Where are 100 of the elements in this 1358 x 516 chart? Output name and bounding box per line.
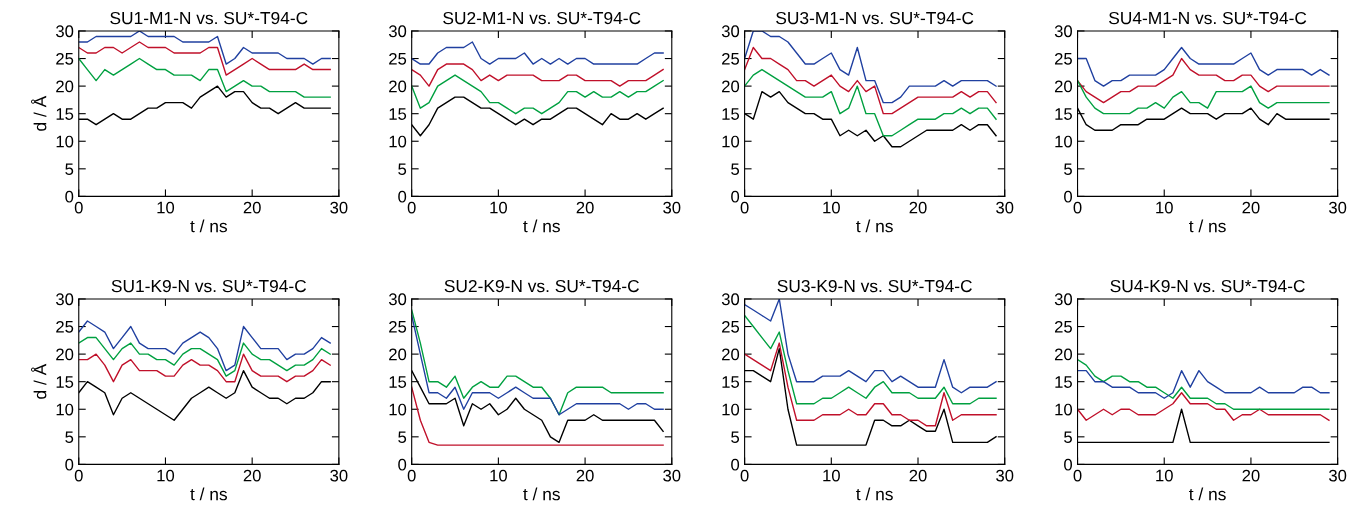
y-tick-label: 15	[56, 108, 74, 120]
x-axis-title: t / ns	[1189, 219, 1226, 233]
x-tick-label: 10	[1156, 469, 1173, 482]
x-axis-title: t / ns	[523, 487, 560, 501]
y-tick-label: 15	[1055, 108, 1072, 120]
x-tick-label: 20	[243, 201, 261, 214]
x-tick-label: 30	[330, 469, 348, 482]
x-tick-label: 0	[1073, 201, 1082, 214]
y-tick-label: 25	[56, 52, 74, 65]
line-series	[744, 314, 997, 405]
x-tick-label: 20	[576, 201, 594, 214]
y-tick-label: 5	[65, 431, 74, 444]
x-tick-label: 0	[74, 201, 83, 214]
line-series	[78, 30, 331, 65]
x-axis-title: t / ns	[1189, 487, 1226, 501]
x-tick-label: 30	[330, 201, 348, 214]
line-series	[1077, 392, 1330, 421]
y-tick-label: 30	[56, 293, 74, 306]
y-tick-label: 25	[722, 52, 740, 65]
x-tick-label: 20	[1242, 201, 1260, 214]
chart-title: SU3-M1-N vs. SU*-T94-C	[776, 11, 974, 25]
chart-title: SU4-M1-N vs. SU*-T94-C	[1109, 11, 1307, 25]
x-tick-label: 10	[823, 201, 840, 214]
y-tick-label: 5	[1064, 163, 1072, 176]
y-tick-label: 0	[1064, 458, 1073, 471]
y-tick-label: 10	[1055, 135, 1073, 148]
y-tick-label: 15	[1055, 376, 1072, 388]
y-tick-label: 10	[389, 135, 407, 148]
y-tick-label: 20	[389, 80, 407, 93]
y-tick-label: 20	[389, 348, 407, 361]
chart-title: SU3-K9-N vs. SU*-T94-C	[777, 279, 972, 293]
y-tick-label: 5	[65, 163, 74, 176]
x-tick-label: 0	[1073, 469, 1082, 482]
y-tick-label: 15	[389, 108, 407, 120]
y-tick-label: 0	[1064, 190, 1073, 203]
line-series	[78, 41, 331, 76]
y-tick-label: 20	[722, 80, 740, 93]
line-series	[744, 30, 997, 104]
x-tick-label: 10	[157, 201, 175, 214]
line-series	[744, 46, 997, 115]
x-tick-label: 20	[243, 469, 261, 482]
x-tick-label: 10	[490, 201, 507, 214]
x-tick-label: 20	[576, 469, 594, 482]
line-series	[411, 41, 664, 65]
x-tick-label: 0	[740, 469, 749, 482]
y-tick-label: 15	[389, 376, 407, 388]
y-tick-label: 10	[722, 403, 740, 416]
x-tick-label: 10	[490, 469, 507, 482]
x-axis-title: t / ns	[523, 219, 560, 233]
y-tick-label: 0	[65, 458, 74, 471]
y-tick-label: 10	[1055, 403, 1073, 416]
line-series	[78, 353, 331, 383]
line-series	[744, 298, 997, 394]
x-tick-label: 10	[157, 469, 175, 482]
y-tick-label: 30	[1054, 25, 1073, 38]
x-tick-label: 0	[740, 201, 749, 214]
y-tick-label: 10	[722, 135, 740, 148]
x-tick-label: 30	[1329, 201, 1347, 214]
y-tick-label: 5	[1064, 431, 1072, 444]
y-tick-label: 20	[722, 348, 740, 361]
x-tick-label: 30	[996, 201, 1014, 214]
y-tick-label: 0	[65, 190, 74, 203]
x-tick-label: 0	[407, 201, 416, 214]
y-tick-label: 25	[722, 320, 740, 333]
chart-title: SU1-K9-N vs. SU*-T94-C	[111, 279, 307, 293]
chart-title: SU1-M1-N vs. SU*-T94-C	[110, 11, 308, 25]
y-tick-label: 20	[1054, 348, 1073, 361]
y-tick-label: 30	[721, 293, 740, 306]
y-tick-label: 25	[1054, 52, 1072, 65]
x-tick-label: 0	[407, 469, 416, 482]
y-tick-label: 5	[731, 163, 740, 176]
y-tick-label: 10	[389, 403, 407, 416]
line-series	[78, 57, 331, 98]
y-tick-label: 0	[398, 190, 407, 203]
x-tick-label: 20	[909, 201, 927, 214]
chart-title: SU4-K9-N vs. SU*-T94-C	[1110, 279, 1305, 293]
line-series	[411, 63, 664, 87]
x-tick-label: 30	[663, 469, 681, 482]
line-series	[744, 68, 997, 137]
line-series	[1077, 358, 1330, 410]
y-tick-label: 5	[398, 163, 407, 176]
line-series	[1077, 79, 1330, 115]
y-tick-label: 5	[398, 431, 407, 444]
line-series	[411, 386, 664, 446]
line-series	[78, 336, 331, 377]
y-tick-label: 30	[1054, 293, 1073, 306]
x-axis-title: t / ns	[190, 487, 227, 501]
x-axis-title: t / ns	[856, 219, 893, 233]
y-tick-label: 15	[722, 376, 740, 388]
y-tick-label: 10	[56, 135, 74, 148]
x-tick-label: 20	[1242, 469, 1260, 482]
line-series	[78, 320, 331, 372]
x-axis-title: t / ns	[856, 487, 893, 501]
y-tick-label: 25	[389, 320, 407, 333]
x-axis-title: t / ns	[190, 219, 227, 233]
x-tick-label: 30	[663, 201, 681, 214]
x-tick-label: 10	[1156, 201, 1173, 214]
line-series	[1077, 57, 1330, 104]
y-axis-title: d / Å	[31, 95, 47, 131]
y-tick-label: 15	[722, 108, 740, 120]
